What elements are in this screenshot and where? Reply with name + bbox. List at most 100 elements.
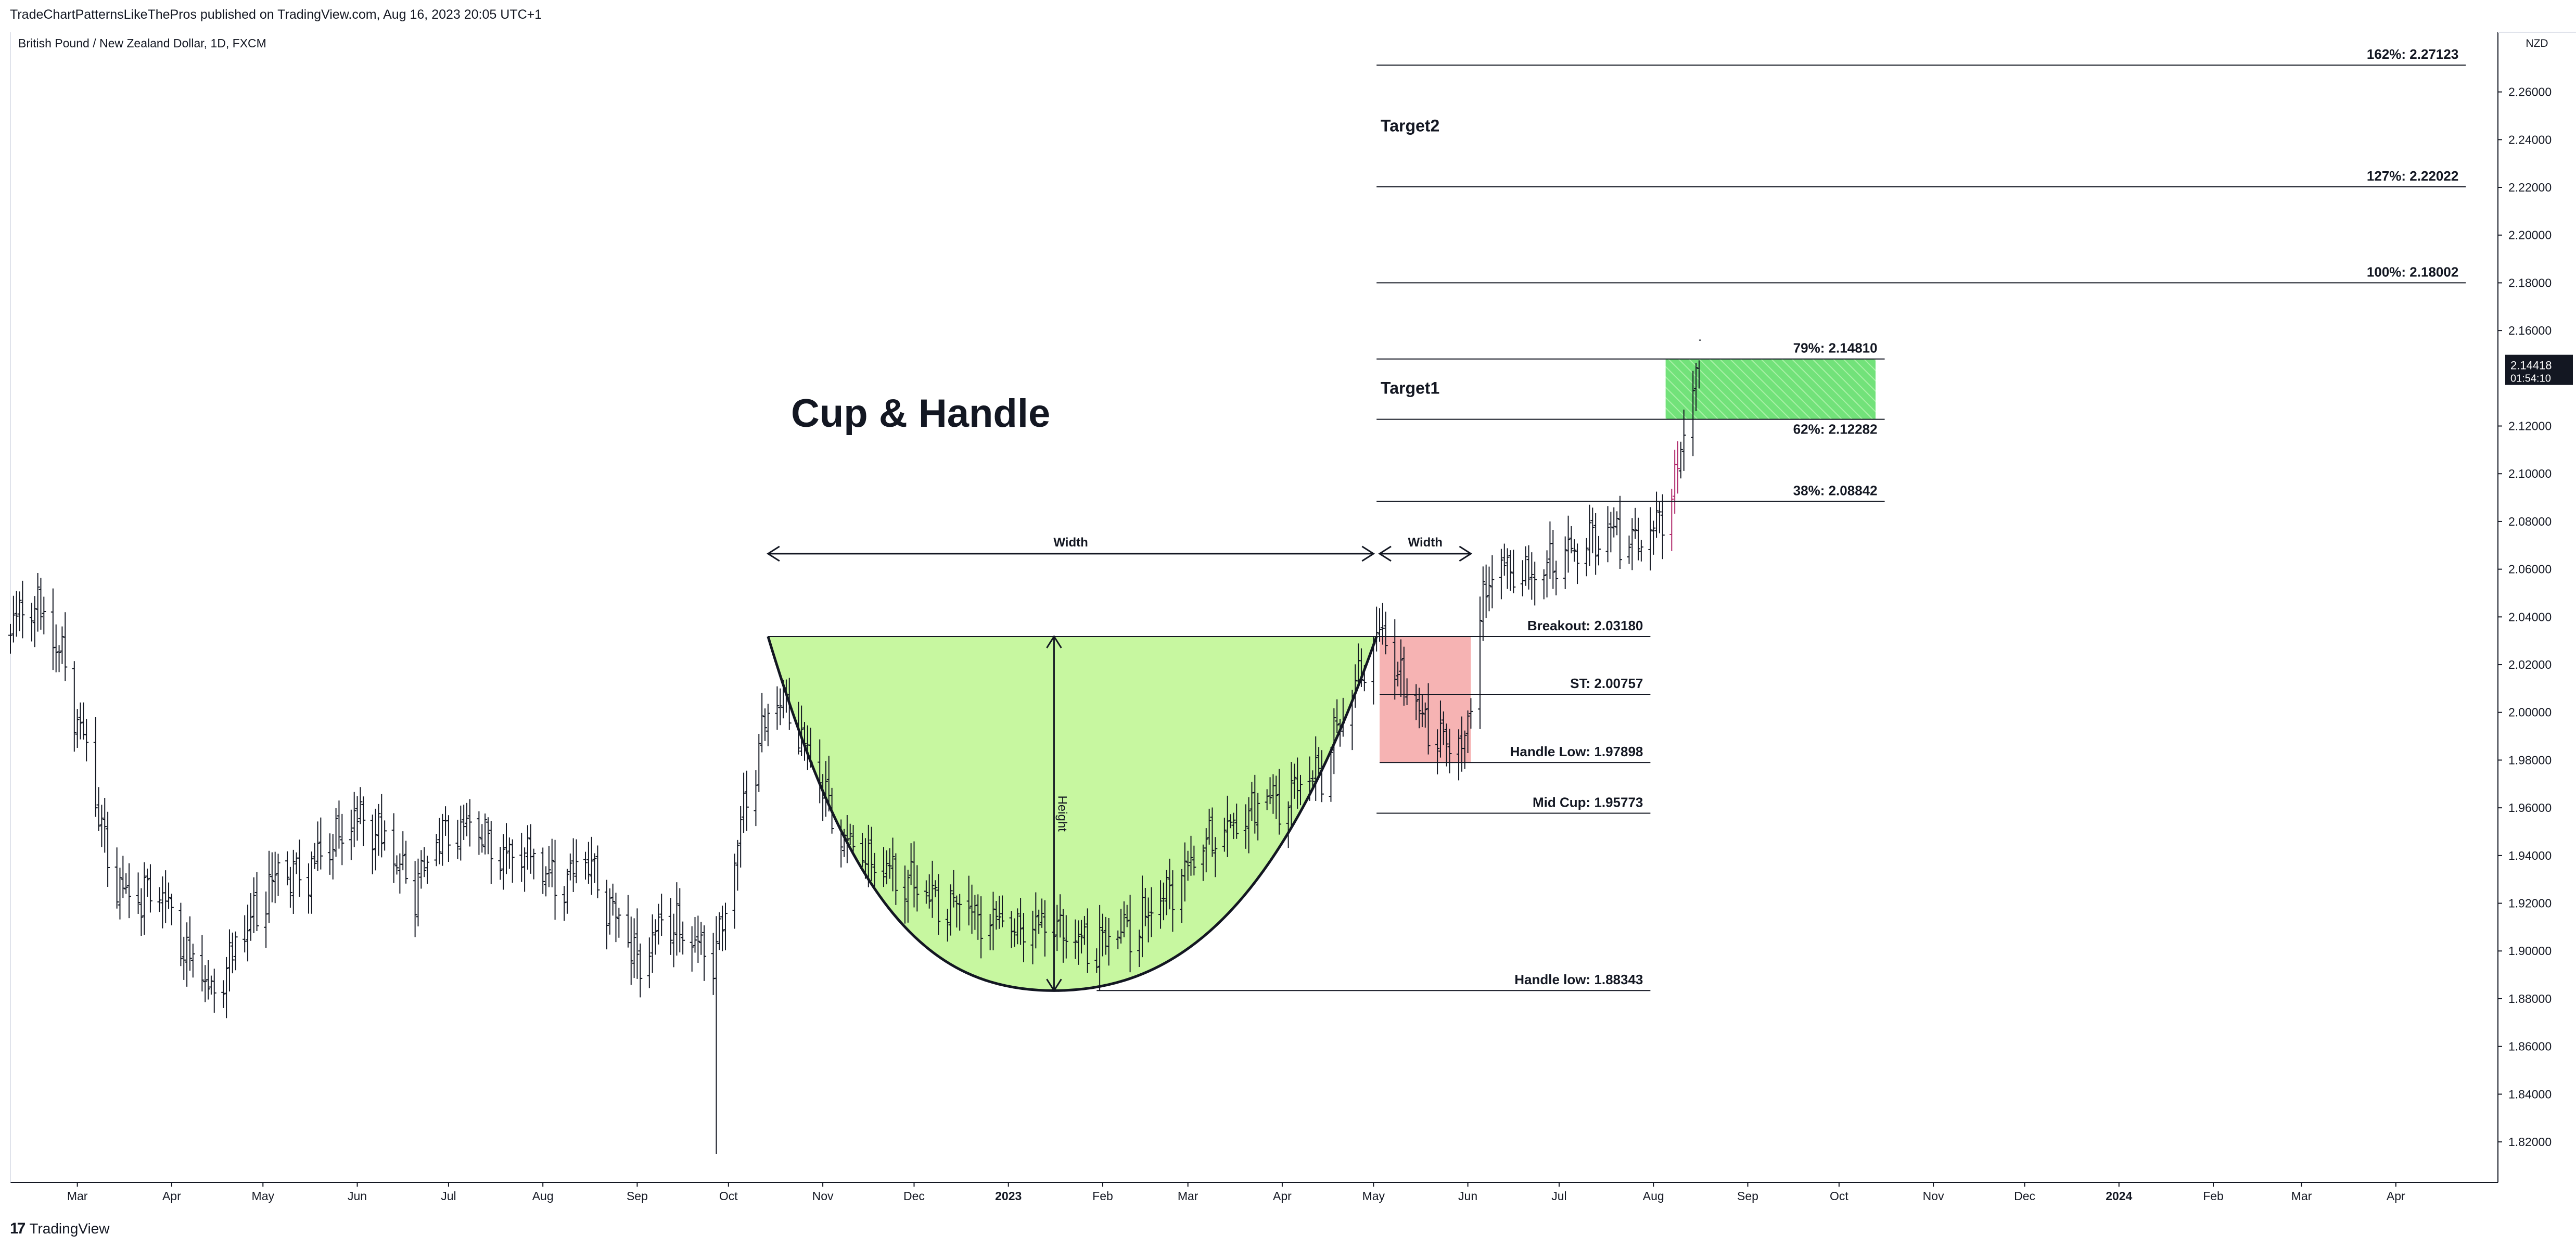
- ohlc-bar: [84, 719, 89, 761]
- ohlc-bar: [1508, 550, 1513, 591]
- ohlc-bar: [1374, 606, 1379, 652]
- ohlc-bar: [477, 811, 481, 855]
- ohlc-bar: [419, 850, 424, 889]
- ohlc-bar: [318, 817, 323, 870]
- ohlc-bar: [966, 875, 971, 926]
- ohlc-bar: [1100, 913, 1105, 957]
- ohlc-bar: [437, 818, 442, 864]
- x-tick-label: Jun: [348, 1189, 367, 1203]
- ohlc-bar: [187, 916, 192, 971]
- ohlc-bar: [894, 853, 898, 905]
- ohlc-bar: [352, 792, 356, 847]
- ohlc-bar: [1636, 517, 1640, 561]
- ohlc-bar: [294, 852, 299, 874]
- ohlc-bar: [337, 800, 341, 849]
- ohlc-bar: [1566, 515, 1571, 573]
- ohlc-bar: [1548, 521, 1552, 579]
- ohlc-bar: [958, 894, 962, 931]
- ohlc-bar: [717, 912, 722, 950]
- ohlc-bar: [17, 591, 22, 631]
- ohlc-bar: [659, 894, 664, 936]
- ohlc-bar: [446, 815, 451, 862]
- ohlc-bar: [927, 874, 932, 909]
- target-label: Target2: [1381, 116, 1439, 135]
- ohlc-bar: [1673, 450, 1677, 514]
- ohlc-bar: [1502, 543, 1507, 576]
- ohlc-bar: [1030, 910, 1035, 964]
- ohlc-bar: [872, 852, 877, 887]
- x-tick-label: Feb: [1092, 1189, 1113, 1203]
- ohlc-bar: [416, 858, 420, 927]
- y-tick-label: 1.92000: [2508, 897, 2552, 910]
- last-price-countdown: 01:54:10: [2510, 373, 2551, 385]
- ohlc-bar: [1146, 897, 1151, 943]
- ohlc-bar: [1380, 603, 1385, 645]
- ohlc-bar: [711, 933, 716, 995]
- ohlc-bar: [668, 898, 673, 955]
- ohlc-bar: [266, 850, 271, 923]
- ohlc-bar: [1487, 566, 1491, 612]
- ohlc-bar: [422, 847, 427, 877]
- ohlc-bar: [912, 841, 916, 908]
- ohlc-bar: [1274, 775, 1279, 819]
- ohlc-bar: [632, 918, 636, 978]
- ohlc-bar: [54, 624, 58, 672]
- ohlc-bar: [586, 842, 591, 884]
- y-tick-label: 2.20000: [2508, 228, 2552, 242]
- ohlc-bar: [1420, 695, 1424, 728]
- ohlc-bar: [1669, 489, 1674, 551]
- ohlc-bar: [887, 848, 892, 879]
- ohlc-bar: [1426, 683, 1431, 755]
- ohlc-bar: [1627, 536, 1631, 564]
- cup-area: [768, 636, 1377, 991]
- ohlc-bar: [190, 944, 195, 978]
- ohlc-bar: [1529, 552, 1534, 600]
- ohlc-bar: [589, 836, 594, 895]
- ohlc-bar: [1277, 769, 1282, 835]
- ohlc-bar: [163, 870, 168, 923]
- ohlc-bar: [340, 813, 345, 866]
- ohlc-bar: [1289, 761, 1294, 829]
- y-tick-label: 2.00000: [2508, 706, 2552, 719]
- ohlc-bar: [1575, 543, 1580, 584]
- ohlc-bar: [297, 839, 302, 897]
- ohlc-bar: [288, 867, 292, 908]
- ohlc-bar: [1435, 729, 1440, 774]
- ohlc-bar: [1584, 538, 1589, 577]
- ohlc-bar: [778, 688, 783, 726]
- ohlc-bar: [1167, 858, 1172, 910]
- ohlc-bar: [1383, 612, 1388, 655]
- ohlc-bar: [1243, 804, 1248, 849]
- x-tick-label: Dec: [903, 1189, 925, 1203]
- ohlc-bar: [531, 848, 536, 880]
- ohlc-bar: [1128, 895, 1132, 973]
- ohlc-bar: [1676, 441, 1680, 494]
- y-tick-label: 1.90000: [2508, 944, 2552, 958]
- x-tick-label: Jul: [441, 1189, 456, 1203]
- ohlc-bar: [635, 908, 640, 979]
- ohlc-bar: [930, 860, 935, 918]
- ohlc-bar: [1094, 948, 1099, 973]
- ohlc-bar: [1116, 930, 1120, 949]
- ohlc-bar: [160, 876, 165, 928]
- ohlc-bar: [1393, 619, 1397, 700]
- ohlc-bar: [1694, 362, 1699, 411]
- ohlc-bar: [742, 772, 746, 833]
- ohlc-bar: [1042, 900, 1047, 957]
- ohlc-bar: [1457, 729, 1461, 781]
- ohlc-bar: [1396, 661, 1400, 686]
- ohlc-bar: [157, 887, 162, 912]
- ohlc-bar: [1490, 555, 1495, 608]
- ohlc-bar: [671, 913, 676, 968]
- ohlc-bar: [681, 921, 685, 955]
- x-tick-label: 2024: [2106, 1189, 2132, 1203]
- ohlc-bar: [653, 919, 658, 955]
- ohlc-bar: [1213, 837, 1218, 877]
- tradingview-footer[interactable]: 17 TradingView: [10, 1220, 109, 1238]
- ohlc-bar: [617, 908, 621, 938]
- ohlc-bar: [382, 820, 387, 851]
- ohlc-bar: [139, 888, 144, 936]
- ohlc-bar: [583, 851, 588, 880]
- tradingview-logo-icon: 17: [10, 1220, 25, 1237]
